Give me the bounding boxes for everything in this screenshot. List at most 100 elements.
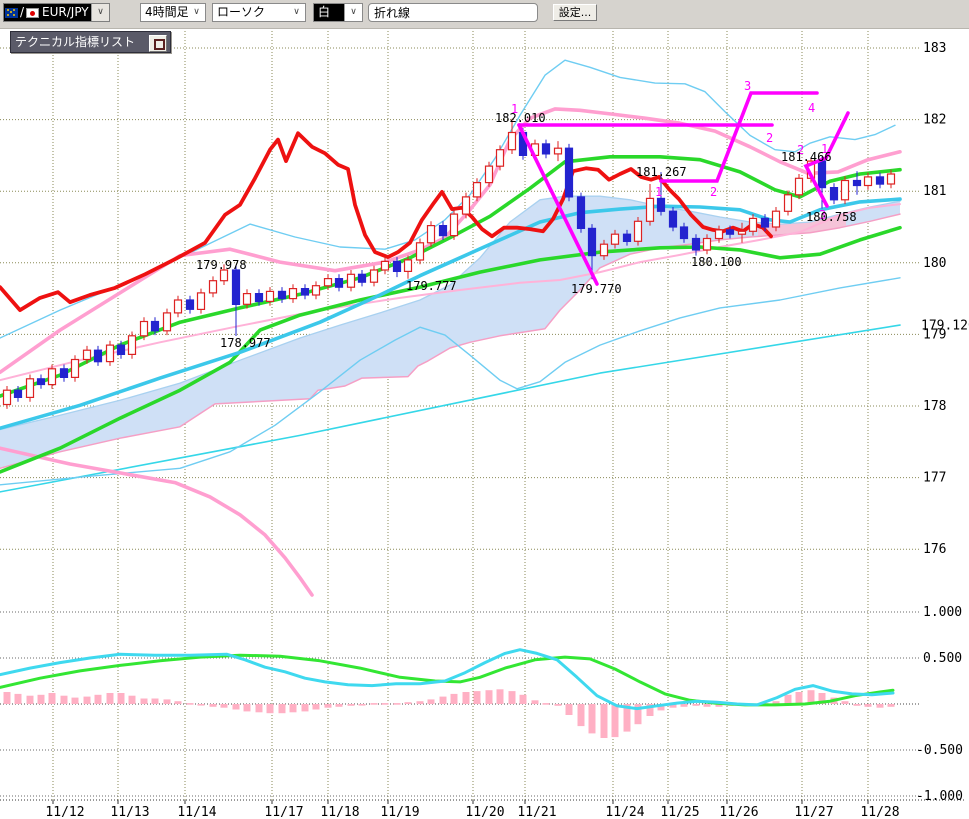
- histogram-bar: [243, 704, 251, 712]
- technical-indicator-list-panel[interactable]: テクニカル指標リスト: [10, 31, 171, 53]
- histogram-bar: [312, 704, 320, 710]
- histogram-bar: [393, 703, 401, 705]
- chart-type-label: ローソク: [217, 5, 266, 19]
- candlestick: [725, 225, 735, 239]
- cloud-bottom-edge: [0, 213, 901, 470]
- restore-window-button[interactable]: [149, 35, 167, 52]
- candlestick: [2, 386, 12, 409]
- trend-drawing-1[interactable]: [517, 123, 599, 286]
- candlestick: [196, 288, 206, 314]
- histogram-bar: [71, 697, 79, 704]
- eu-flag-icon: [5, 7, 18, 18]
- chevron-down-icon[interactable]: ∨: [344, 4, 362, 21]
- histogram-bar: [795, 692, 803, 704]
- histogram-bar: [853, 704, 861, 706]
- drawing-point-number: 3: [819, 208, 826, 222]
- candlestick: [691, 234, 701, 256]
- drawing-point-number: 4: [808, 101, 815, 115]
- candlestick: [231, 265, 241, 336]
- candlestick: [36, 374, 46, 389]
- thin-pink-ma: [0, 203, 901, 382]
- candlestick: [645, 184, 655, 226]
- histogram-bar: [772, 701, 780, 704]
- histogram-bar: [715, 704, 723, 707]
- histogram-bar: [301, 704, 309, 712]
- candlestick: [380, 257, 390, 275]
- histogram-bar: [784, 694, 792, 704]
- candlestick: [173, 295, 183, 318]
- settings-button[interactable]: 設定...: [553, 4, 597, 21]
- histogram-bar: [94, 694, 102, 704]
- y-axis-tick-label: 179: [923, 327, 946, 342]
- histogram-bar: [876, 704, 884, 708]
- chart-type-select[interactable]: ローソク ∨: [212, 3, 306, 22]
- chevron-down-icon[interactable]: ∨: [288, 4, 305, 21]
- price-annotation: 180.100: [691, 255, 742, 269]
- candlestick: [794, 174, 804, 200]
- candlestick: [334, 274, 344, 292]
- candles-layer: [2, 118, 896, 409]
- color-label: 白: [318, 5, 331, 19]
- candlestick: [760, 214, 770, 232]
- candlestick: [679, 222, 689, 243]
- candlestick: [13, 386, 23, 402]
- histogram-bar: [623, 704, 631, 732]
- histogram-bar: [220, 704, 228, 708]
- histogram-bar: [370, 703, 378, 705]
- candlestick: [829, 183, 839, 205]
- candlestick: [599, 239, 609, 260]
- histogram-bar: [117, 693, 125, 704]
- candlestick: [288, 284, 298, 303]
- trend-drawing-2[interactable]: [659, 91, 819, 183]
- candlestick: [82, 345, 92, 364]
- histogram-bar: [519, 694, 527, 704]
- candlestick: [783, 190, 793, 216]
- candlestick: [507, 118, 517, 154]
- drawing-annotations: 1 2 1 2 3 4 1 2 3: [511, 79, 850, 286]
- chevron-down-icon[interactable]: ∨: [91, 4, 109, 21]
- histogram-bar: [692, 704, 700, 706]
- histogram-bar: [450, 693, 458, 704]
- histogram-bar: [577, 704, 585, 727]
- slow-green-ma: [0, 225, 902, 474]
- date-tick-label: 11/18: [320, 805, 359, 819]
- candlestick: [472, 178, 482, 202]
- candlestick: [852, 171, 862, 195]
- histogram-bar: [588, 704, 596, 734]
- price-annotation: 178.977: [220, 336, 271, 350]
- envelope-lower: [0, 277, 901, 486]
- histogram-bar: [565, 704, 573, 715]
- histogram-bar: [887, 704, 895, 707]
- currency-pair-label: EUR/JPY: [42, 5, 89, 19]
- histogram-bar: [174, 701, 182, 704]
- axis-labels: 183 182 181 180 179 178 177 176 179.126 1.000 0.50…: [45, 41, 969, 819]
- jp-flag-icon: [26, 7, 40, 18]
- candlestick: [346, 270, 356, 292]
- histogram-bar: [634, 704, 642, 725]
- candlestick: [150, 317, 160, 336]
- histogram-bar: [381, 703, 389, 705]
- trend-drawing-3[interactable]: [803, 111, 850, 208]
- candlestick: [369, 265, 379, 287]
- drawing-point-number: 1: [821, 142, 828, 156]
- histogram-bar: [14, 693, 22, 704]
- candlestick: [59, 364, 69, 382]
- envelope-upper: [0, 59, 896, 339]
- y-axis-tick-label: 178: [923, 399, 946, 414]
- candlestick: [242, 289, 252, 309]
- timeframe-select[interactable]: 4時間足 ∨: [140, 3, 206, 22]
- histogram-bar: [818, 693, 826, 704]
- sub-green-line: [0, 653, 895, 707]
- date-tick-label: 11/28: [860, 805, 899, 819]
- histogram-bar: [128, 695, 136, 704]
- histogram-bar: [531, 700, 539, 704]
- histogram-bar: [106, 693, 114, 704]
- chevron-down-icon[interactable]: ∨: [188, 4, 205, 21]
- candlestick: [449, 209, 459, 240]
- drawing-tool-input[interactable]: [368, 3, 538, 22]
- histogram-bar: [60, 695, 68, 704]
- color-select[interactable]: 白 ∨: [313, 3, 363, 22]
- currency-pair-select[interactable]: / EUR/JPY ∨: [3, 3, 110, 22]
